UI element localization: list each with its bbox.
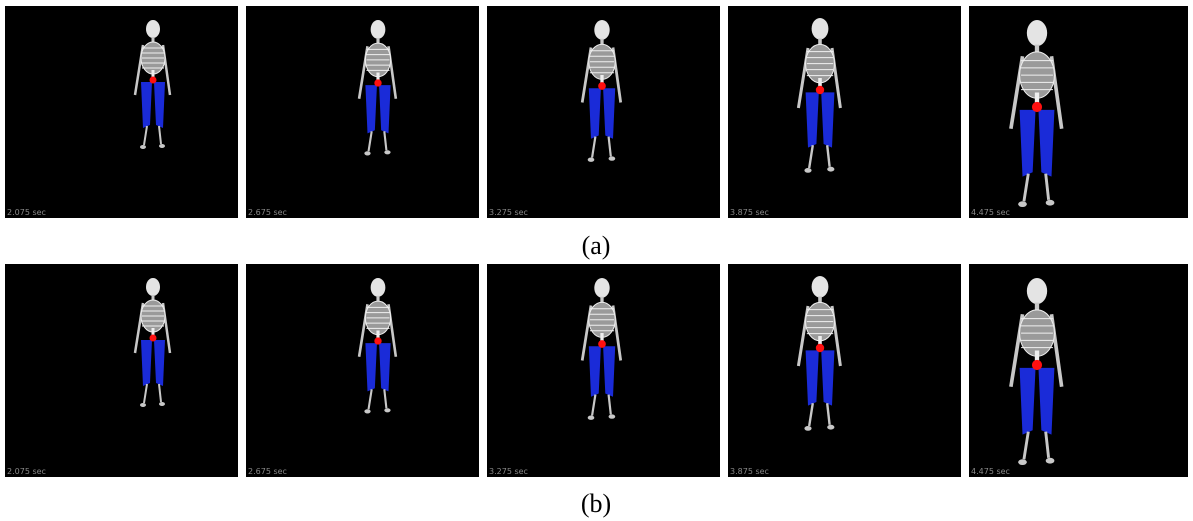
foot — [364, 409, 370, 413]
foot — [804, 168, 811, 173]
foot — [140, 403, 146, 407]
figure: 2.075 sec 2.675 sec 3.275 sec 3.875 sec 4.47… — [0, 0, 1193, 521]
page: 2.075 sec 2.675 sec 3.275 sec 3.875 sec 4.47… — [0, 0, 1193, 521]
pelvis-marker — [1032, 360, 1042, 370]
frame-background — [246, 264, 479, 477]
pelvis-marker — [598, 340, 606, 348]
frame-time: 2.075 sec — [7, 208, 46, 217]
skull — [146, 20, 160, 38]
pelvis-marker — [1032, 102, 1042, 112]
skull — [371, 278, 386, 297]
frame-time: 3.875 sec — [730, 208, 769, 217]
foot — [384, 408, 390, 412]
foot — [827, 167, 834, 172]
frame: 4.475 sec — [969, 6, 1188, 218]
frame-time: 2.675 sec — [248, 208, 287, 217]
caption: (a) — [582, 231, 611, 260]
skull — [594, 20, 609, 40]
pelvis-marker — [150, 335, 157, 342]
frame-time: 4.475 sec — [971, 467, 1010, 476]
frame: 2.675 sec — [246, 6, 479, 218]
skull — [812, 276, 829, 298]
skull — [812, 18, 829, 40]
foot — [588, 158, 595, 162]
foot — [364, 151, 370, 155]
frame-background — [5, 6, 238, 218]
frame-time: 3.275 sec — [489, 208, 528, 217]
frame-background — [246, 6, 479, 218]
foot — [609, 156, 616, 160]
frame-time: 3.275 sec — [489, 467, 528, 476]
pelvis-marker — [598, 82, 606, 90]
frame-background — [969, 6, 1188, 218]
foot — [159, 402, 165, 406]
skull — [146, 278, 160, 296]
caption: (b) — [581, 489, 611, 518]
frame: 3.875 sec — [728, 264, 961, 477]
frame: 3.275 sec — [487, 6, 720, 218]
foot — [1046, 200, 1055, 206]
pelvis-marker — [816, 344, 824, 352]
frame: 3.875 sec — [728, 6, 961, 218]
pelvis-marker — [150, 77, 157, 84]
foot — [827, 425, 834, 430]
foot — [1018, 459, 1027, 465]
foot — [1018, 201, 1027, 207]
skull — [1027, 20, 1047, 46]
frame: 2.075 sec — [5, 6, 238, 218]
frame-background — [5, 264, 238, 477]
pelvis-marker — [374, 337, 381, 344]
foot — [159, 144, 165, 148]
foot — [804, 426, 811, 431]
skull — [371, 20, 386, 39]
frame: 2.075 sec — [5, 264, 238, 477]
foot — [1046, 458, 1055, 464]
foot — [384, 150, 390, 154]
frame-background — [728, 6, 961, 218]
frame-time: 2.675 sec — [248, 467, 287, 476]
frame-time: 2.075 sec — [7, 467, 46, 476]
pelvis-marker — [374, 79, 381, 86]
skull — [594, 278, 609, 298]
foot — [609, 414, 616, 418]
skull — [1027, 278, 1047, 304]
frame: 2.675 sec — [246, 264, 479, 477]
frame-background — [969, 264, 1188, 477]
frame-time: 3.875 sec — [730, 467, 769, 476]
frame-background — [728, 264, 961, 477]
frame-time: 4.475 sec — [971, 208, 1010, 217]
frame: 3.275 sec — [487, 264, 720, 477]
frame: 4.475 sec — [969, 264, 1188, 477]
foot — [588, 416, 595, 420]
foot — [140, 145, 146, 149]
pelvis-marker — [816, 86, 824, 94]
